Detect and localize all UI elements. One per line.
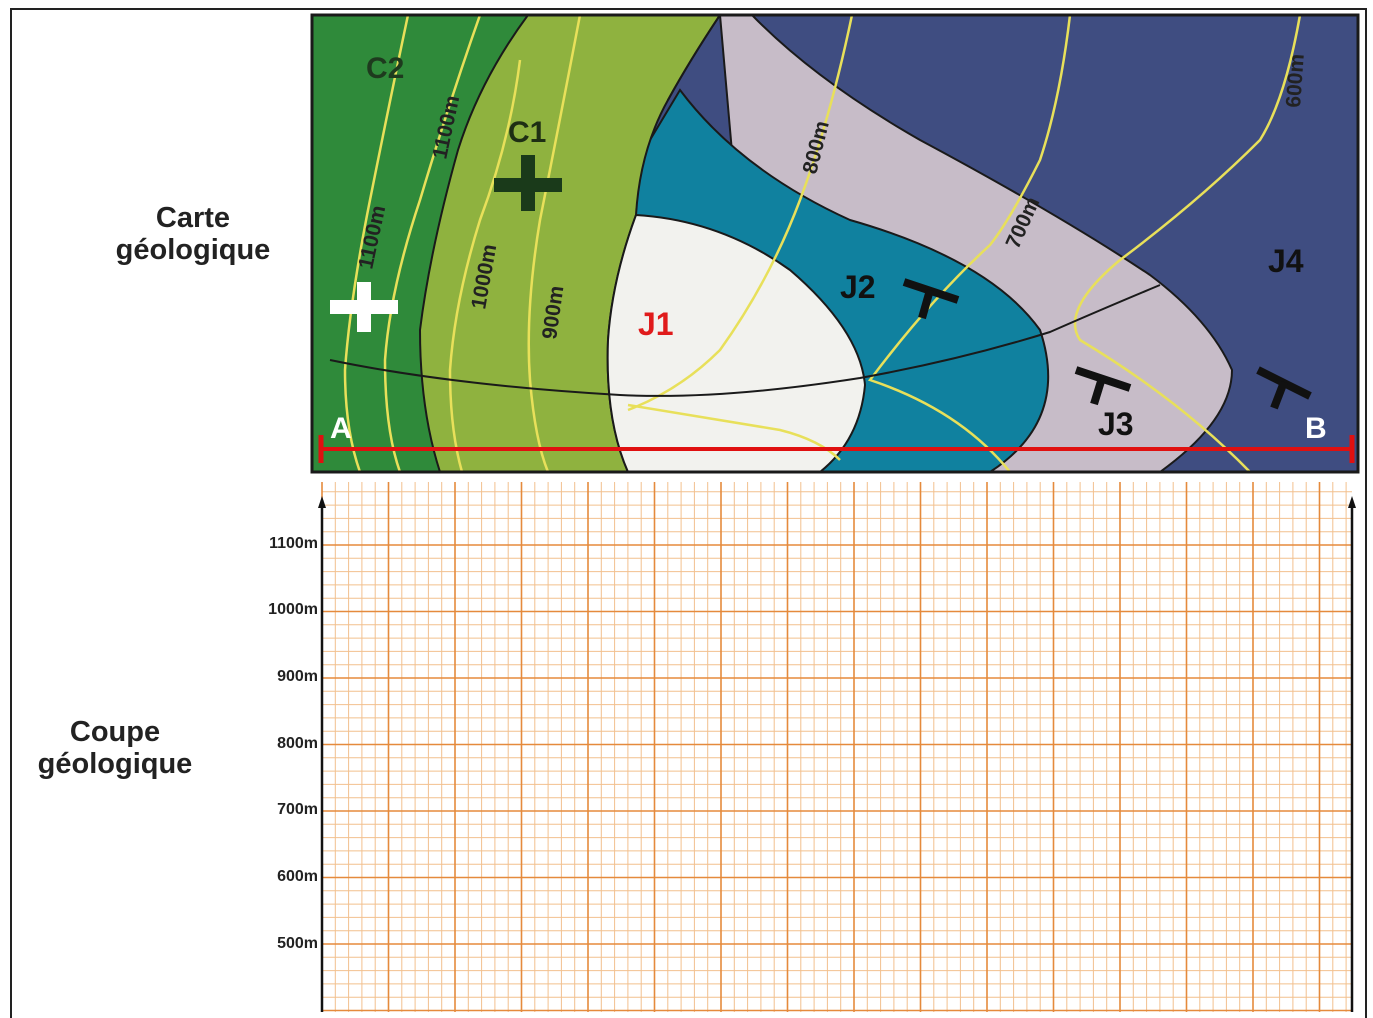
map-title-line2: géologique <box>115 234 271 266</box>
altitude-labels: 1100m 1000m 900m 800m 700m 600m 500m <box>268 535 318 952</box>
map-title-line1: Carte <box>155 202 231 234</box>
section-line-ab <box>318 435 1355 463</box>
map-title: Carte géologique <box>88 202 298 266</box>
right-axis-arrow <box>1348 496 1356 508</box>
altitude-label-900: 900m <box>277 668 318 685</box>
geological-map <box>312 15 1358 472</box>
boundary-line <box>667 15 721 101</box>
altitude-label-1100: 1100m <box>269 535 318 552</box>
section-endpoint-a: A <box>330 412 352 445</box>
altitude-label-1000: 1000m <box>268 601 318 618</box>
altitude-label-800: 800m <box>277 735 318 752</box>
cross-symbol-c1 <box>494 155 562 211</box>
graph-paper-background <box>322 482 1352 1012</box>
contour-line-1100-east <box>383 15 482 472</box>
contour-line-600 <box>1073 15 1302 472</box>
section-axes <box>318 496 1356 1012</box>
altitude-label-700: 700m <box>277 801 318 818</box>
section-endpoint-b: B <box>1305 412 1327 445</box>
contour-lines <box>343 15 1302 472</box>
formation-label-c2: C2 <box>366 52 404 85</box>
contour-label-600: 600m <box>1282 53 1309 108</box>
map-frame <box>310 13 1360 474</box>
formation-label-c1: C1 <box>508 116 546 149</box>
altitude-label-600: 600m <box>277 868 318 885</box>
contour-line-700 <box>867 15 1072 472</box>
formation-label-j1: J1 <box>638 306 674 342</box>
river-line <box>329 284 1161 397</box>
contour-line-1100-west <box>343 15 410 472</box>
graph-paper-major-grid <box>321 482 1352 1012</box>
section-title-line1: Coupe <box>69 716 161 748</box>
dip-symbol-j2 <box>902 278 960 320</box>
cross-symbol-c2 <box>330 282 398 332</box>
formation-c2-area <box>312 15 528 472</box>
contour-line-800-lower <box>627 403 841 461</box>
dip-symbol-j4 <box>1256 366 1312 410</box>
contour-line-900 <box>527 15 582 472</box>
contour-line-800 <box>627 15 854 412</box>
dip-symbol-j3 <box>1074 366 1132 406</box>
formation-label-j3: J3 <box>1098 406 1134 442</box>
section-title: Coupe géologique <box>10 716 220 780</box>
formation-label-j4: J4 <box>1268 243 1304 279</box>
left-axis-arrow <box>318 496 326 508</box>
formation-j1-area <box>606 213 867 472</box>
contour-line-1000 <box>448 59 522 472</box>
graph-paper-minor-grid <box>322 482 1352 1012</box>
section-title-line2: géologique <box>37 748 193 780</box>
dip-symbols <box>902 278 1312 410</box>
outer-frame <box>10 8 1367 1018</box>
formation-label-j2: J2 <box>840 269 876 305</box>
altitude-label-500: 500m <box>277 935 318 952</box>
